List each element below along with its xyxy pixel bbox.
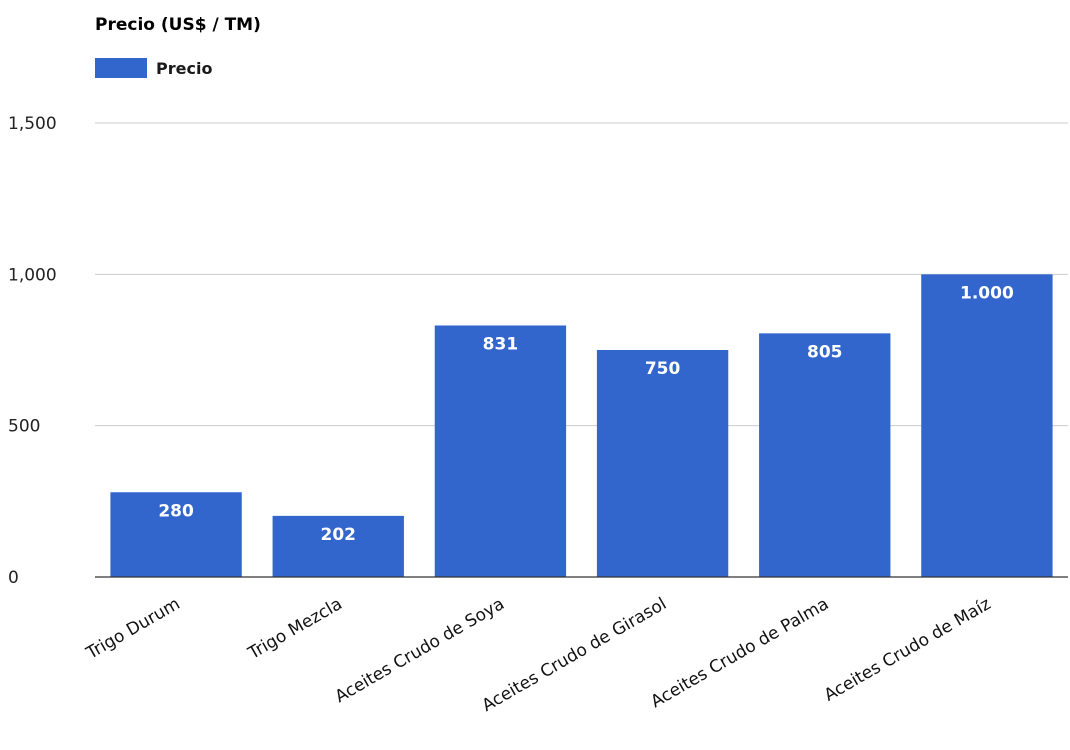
bars bbox=[110, 274, 1053, 577]
data-label: 805 bbox=[807, 342, 843, 362]
bar bbox=[110, 492, 242, 577]
x-category-label: Aceites Crudo de Maíz bbox=[821, 594, 995, 706]
bar bbox=[921, 274, 1053, 577]
x-category-label: Trigo Durum bbox=[82, 594, 183, 664]
y-tick-label: 1,000 bbox=[8, 265, 57, 285]
bar bbox=[759, 333, 891, 577]
data-label: 831 bbox=[483, 334, 519, 354]
data-label: 1.000 bbox=[960, 283, 1014, 303]
data-label: 750 bbox=[645, 359, 681, 379]
y-axis-ticks: 0 500 1,000 1,500 bbox=[8, 114, 57, 588]
data-label: 280 bbox=[158, 501, 194, 521]
x-category-label: Trigo Mezcla bbox=[244, 594, 346, 664]
x-category-label: Aceites Crudo de Girasol bbox=[479, 594, 670, 716]
y-tick-label: 500 bbox=[8, 417, 40, 437]
y-gridlines bbox=[95, 122, 1068, 427]
bar bbox=[434, 325, 567, 577]
y-tick-label: 1,500 bbox=[8, 114, 57, 134]
y-tick-label: 0 bbox=[8, 568, 19, 588]
data-labels: 280 202 831 750 805 1.000 bbox=[158, 283, 1014, 545]
chart-title: Precio (US$ / TM) bbox=[95, 15, 261, 35]
legend: Precio bbox=[95, 58, 212, 78]
bar bbox=[272, 515, 404, 577]
x-category-label: Aceites Crudo de Soya bbox=[332, 594, 508, 707]
legend-swatch bbox=[95, 58, 147, 78]
x-category-label: Aceites Crudo de Palma bbox=[648, 594, 833, 712]
bar bbox=[596, 350, 729, 577]
data-label: 202 bbox=[321, 525, 357, 545]
legend-label: Precio bbox=[156, 59, 212, 78]
